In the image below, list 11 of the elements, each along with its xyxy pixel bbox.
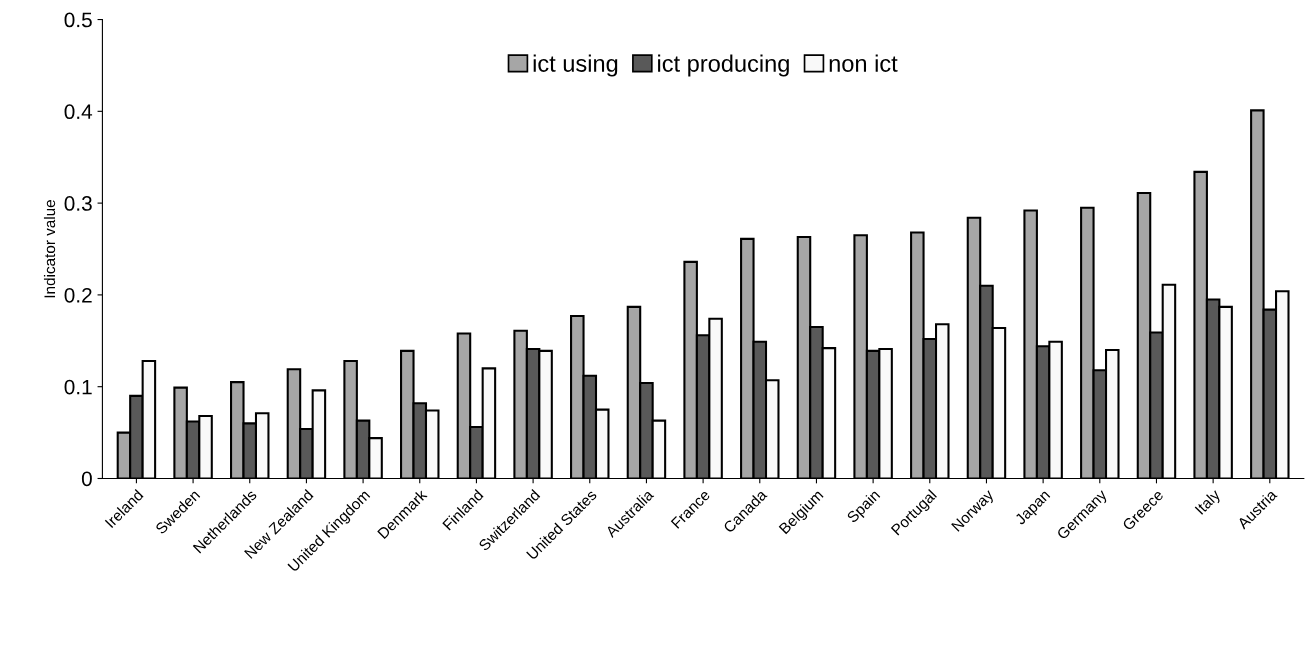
y-tick-label: 0.4 xyxy=(64,104,93,120)
legend-label: non ict xyxy=(829,54,898,72)
legend-label: ict using xyxy=(533,54,618,77)
y-tick-label: 0.1 xyxy=(64,379,92,395)
y-tick-label: 0.3 xyxy=(64,196,92,211)
legend-label: ict producing xyxy=(658,54,789,77)
y-tick-label: 0 xyxy=(81,471,92,487)
y-axis-title: Indicator value xyxy=(43,200,56,298)
y-tick-label: 0.2 xyxy=(64,287,92,303)
y-tick-label: 0.5 xyxy=(64,12,92,28)
x-tick-label: Italy xyxy=(1194,488,1224,518)
